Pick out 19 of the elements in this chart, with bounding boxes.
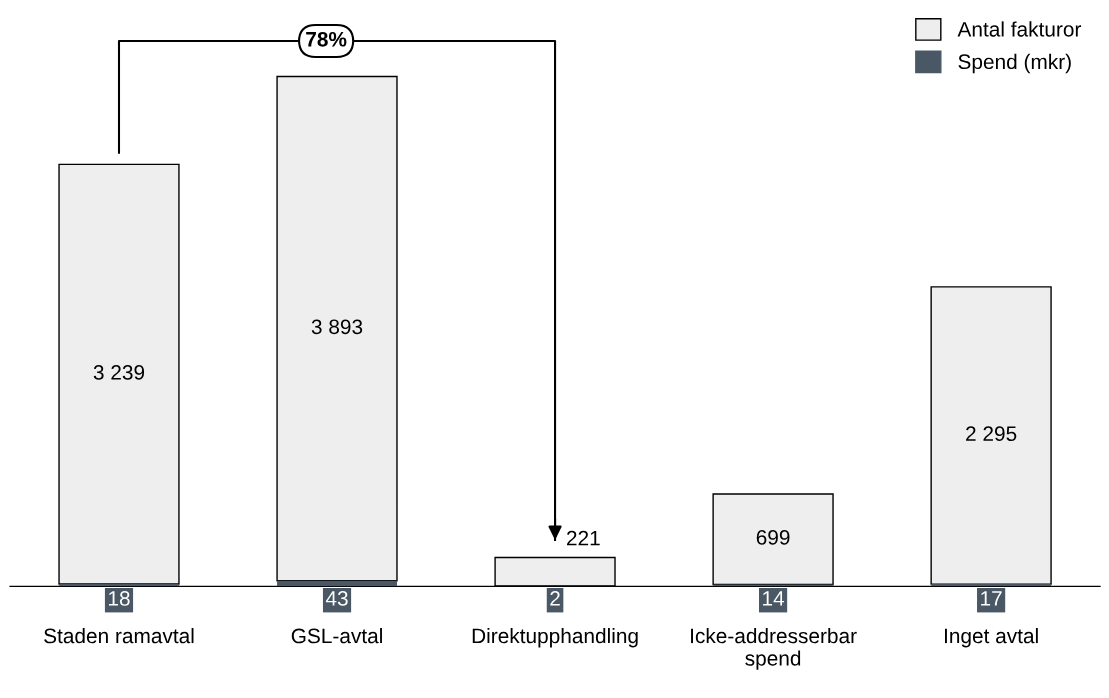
data-label: 3 239 [93, 365, 145, 380]
x-tick-label: Icke-addresserbar spend [691, 627, 857, 670]
x-tick-label: Inget avtal [944, 627, 1038, 648]
x-tick-label: Staden ramavtal [44, 627, 194, 644]
data-label: 3 893 [311, 319, 363, 335]
x-tick-label: Direktupphandling [472, 627, 638, 648]
legend-label: Spend (mkr) [958, 53, 1071, 74]
data-label: 18 [109, 591, 130, 606]
text: 78% [306, 31, 347, 47]
legend-label: Antal fakturor [957, 21, 1082, 37]
data-label: 2 [550, 591, 560, 606]
data-label: 14 [763, 591, 785, 606]
data-label: 43 [325, 591, 348, 606]
bar [276, 75, 398, 582]
data-label: 2 295 [966, 426, 1017, 442]
data-label: 221 [567, 530, 600, 546]
x-tick-label: GSL-avtal [291, 627, 382, 644]
data-label: 17 [981, 591, 1002, 606]
data-label: 699 [756, 530, 790, 545]
